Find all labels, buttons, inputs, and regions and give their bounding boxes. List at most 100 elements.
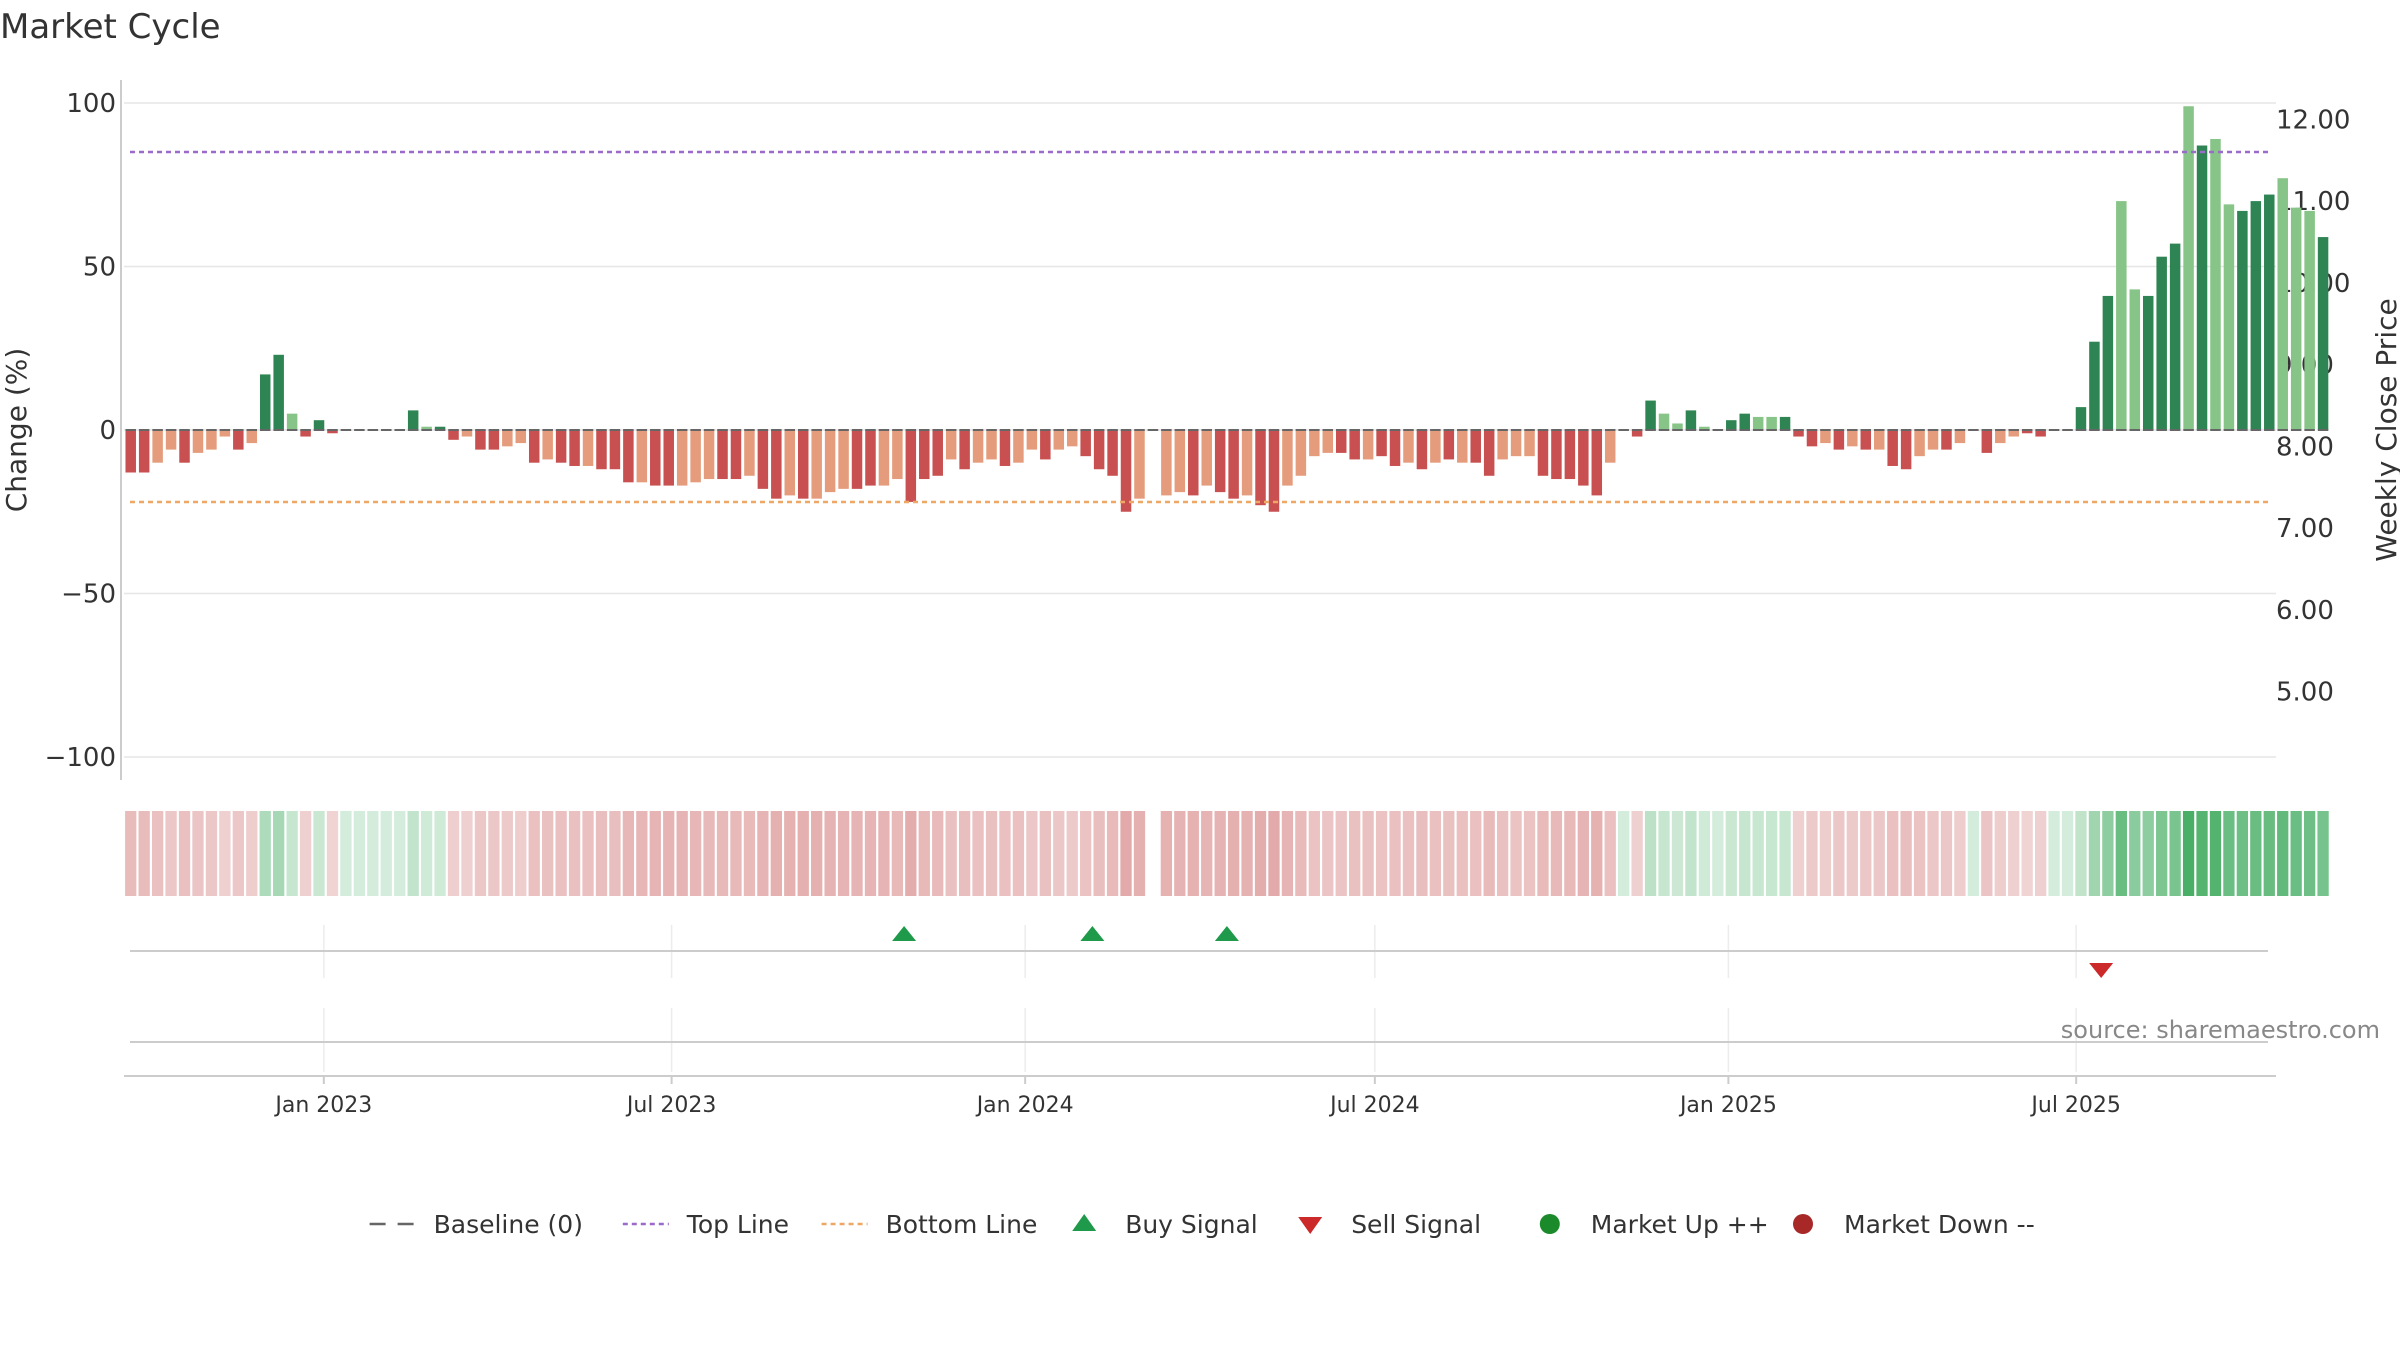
- bar: [1282, 430, 1293, 486]
- heat-cell: [1779, 811, 1791, 896]
- heat-cell: [407, 811, 419, 896]
- legend-item-up: Market Up ++: [1539, 1210, 1769, 1239]
- bar: [1416, 430, 1428, 470]
- heat-cell: [1362, 811, 1374, 896]
- bar: [1631, 430, 1643, 437]
- bar: [286, 413, 298, 430]
- bar: [1833, 430, 1845, 450]
- heat-cell: [178, 811, 191, 896]
- bar: [1335, 430, 1347, 453]
- y2-tick-label: 7.00: [2276, 514, 2334, 544]
- heat-cell: [2129, 811, 2141, 896]
- bar: [865, 430, 876, 486]
- heat-cell: [1739, 811, 1751, 896]
- heat-cell: [2196, 811, 2208, 896]
- heat-cell: [125, 811, 137, 896]
- heat-cell: [2263, 811, 2275, 896]
- heat-cell: [958, 811, 971, 896]
- bar: [206, 430, 217, 450]
- heat-cell: [905, 811, 917, 896]
- bar: [2075, 407, 2087, 430]
- heat-cell: [246, 811, 258, 896]
- heat-cell: [2021, 811, 2033, 896]
- bar: [2102, 295, 2114, 430]
- bar: [1214, 430, 1226, 493]
- heat-cell: [1792, 811, 1805, 896]
- bar: [945, 430, 957, 460]
- heat-cell: [1887, 811, 1899, 896]
- bar: [2317, 237, 2329, 430]
- heat-cell: [2061, 811, 2074, 896]
- bar: [1268, 430, 1280, 512]
- heat-cell: [1470, 811, 1482, 896]
- heat-cell: [891, 811, 904, 896]
- bar: [1564, 430, 1576, 480]
- bar: [219, 430, 231, 437]
- bar: [1080, 430, 1091, 457]
- heat-cell: [1456, 811, 1468, 896]
- heat-cell: [1725, 811, 1737, 896]
- heat-cell: [663, 811, 675, 896]
- bar: [1726, 420, 1737, 430]
- bar: [1403, 430, 1414, 463]
- heat-cell: [636, 811, 648, 896]
- bar: [730, 430, 742, 480]
- heat-cell: [1241, 811, 1253, 896]
- heat-cell: [286, 811, 298, 896]
- buy-signal-marker: [1214, 926, 1239, 941]
- heat-cell: [2048, 811, 2060, 896]
- bar: [1524, 430, 1535, 457]
- x-tick-label: Jul 2023: [625, 1093, 717, 1118]
- market-extremes-panel: [130, 1008, 2268, 1072]
- legend-label: Baseline (0): [434, 1210, 583, 1239]
- bar: [421, 426, 432, 430]
- bar: [1685, 410, 1697, 430]
- heat-cell: [151, 811, 164, 896]
- heat-cell: [1523, 811, 1536, 896]
- bar: [2210, 138, 2221, 430]
- bar: [932, 430, 943, 476]
- heat-cell: [2008, 811, 2020, 896]
- heat-cell: [1483, 811, 1495, 896]
- y-tick-label: −50: [61, 580, 116, 610]
- heat-cell: [2236, 811, 2249, 896]
- bar: [461, 430, 473, 437]
- bar: [2304, 210, 2315, 430]
- heat-cell: [2277, 811, 2289, 896]
- heat-cell: [1981, 811, 1993, 896]
- bar: [528, 430, 540, 463]
- heat-cell: [501, 811, 513, 896]
- bar: [1537, 430, 1549, 476]
- heat-cell: [1644, 811, 1657, 896]
- bar: [1295, 430, 1307, 476]
- heat-cell: [716, 811, 729, 896]
- bar: [1752, 416, 1764, 430]
- y2-tick-label: 6.00: [2276, 596, 2334, 626]
- bar: [959, 430, 970, 470]
- heat-cell: [985, 811, 998, 896]
- heat-cell: [1281, 811, 1294, 896]
- heat-cell: [447, 811, 460, 896]
- heat-cell: [649, 811, 661, 896]
- legend-symbol-buy: [1072, 1214, 1097, 1231]
- y-tick-label: −100: [45, 743, 116, 773]
- legend-symbol-sell: [1298, 1217, 1323, 1234]
- heat-cell: [1308, 811, 1320, 896]
- heat-cell: [1604, 811, 1616, 896]
- heat-cell: [1201, 811, 1213, 896]
- heat-cell: [326, 811, 339, 896]
- bar: [771, 430, 782, 499]
- bar: [1604, 430, 1616, 463]
- heat-cell: [2088, 811, 2101, 896]
- bar: [1954, 430, 1966, 444]
- heat-cell: [2142, 811, 2154, 896]
- heat-cell: [1375, 811, 1388, 896]
- bar: [2277, 178, 2288, 430]
- bar: [1228, 430, 1239, 499]
- heat-cell: [1577, 811, 1589, 896]
- bar: [475, 430, 486, 450]
- bar: [2250, 201, 2262, 430]
- bar: [1820, 430, 1831, 444]
- chart-title: Market Cycle: [0, 7, 221, 47]
- heat-cell: [595, 811, 608, 896]
